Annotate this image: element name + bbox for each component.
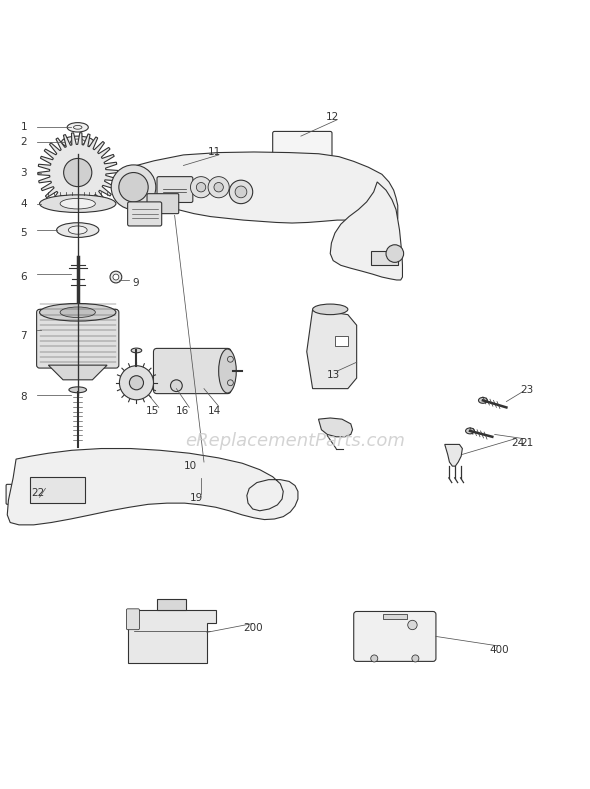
Circle shape: [214, 182, 224, 192]
Circle shape: [408, 620, 417, 630]
FancyBboxPatch shape: [6, 484, 41, 504]
Ellipse shape: [60, 307, 96, 318]
Text: 4: 4: [21, 199, 27, 208]
Circle shape: [171, 380, 182, 391]
Text: 15: 15: [146, 406, 159, 416]
Circle shape: [412, 655, 419, 662]
Text: 5: 5: [21, 228, 27, 238]
Polygon shape: [7, 448, 298, 525]
Ellipse shape: [70, 139, 85, 145]
Circle shape: [64, 159, 92, 187]
Text: 9: 9: [132, 278, 139, 288]
Text: 13: 13: [327, 370, 340, 380]
Polygon shape: [116, 152, 398, 223]
Circle shape: [191, 177, 212, 198]
Ellipse shape: [40, 195, 116, 212]
Text: 400: 400: [490, 645, 509, 655]
Ellipse shape: [466, 428, 474, 434]
Text: eReplacementParts.com: eReplacementParts.com: [185, 432, 405, 451]
Polygon shape: [330, 182, 402, 280]
Ellipse shape: [113, 274, 119, 280]
Polygon shape: [319, 418, 353, 437]
Circle shape: [371, 655, 378, 662]
Text: 22: 22: [31, 488, 44, 498]
FancyBboxPatch shape: [354, 611, 436, 661]
Text: 19: 19: [190, 493, 203, 503]
Text: 14: 14: [207, 406, 221, 416]
Ellipse shape: [68, 226, 87, 234]
Circle shape: [386, 245, 404, 263]
Bar: [30, 477, 86, 503]
Text: 11: 11: [207, 147, 221, 157]
FancyBboxPatch shape: [126, 609, 139, 630]
Polygon shape: [48, 365, 107, 380]
Ellipse shape: [313, 304, 348, 315]
FancyBboxPatch shape: [147, 193, 179, 214]
FancyBboxPatch shape: [273, 132, 332, 173]
FancyBboxPatch shape: [37, 309, 119, 368]
Circle shape: [208, 177, 230, 198]
Circle shape: [196, 182, 206, 192]
Text: 10: 10: [184, 461, 197, 471]
Bar: [157, 600, 186, 610]
Ellipse shape: [219, 349, 236, 393]
Ellipse shape: [67, 122, 88, 132]
Text: 16: 16: [176, 406, 189, 416]
Ellipse shape: [60, 198, 96, 209]
Ellipse shape: [69, 387, 87, 393]
FancyBboxPatch shape: [157, 177, 193, 203]
Circle shape: [230, 180, 253, 204]
Ellipse shape: [131, 348, 142, 353]
Text: 24: 24: [512, 438, 525, 447]
Text: 12: 12: [325, 112, 339, 122]
Bar: [371, 251, 398, 265]
Bar: [383, 615, 407, 619]
Circle shape: [129, 376, 143, 390]
Text: 3: 3: [21, 167, 27, 178]
Text: 2: 2: [21, 137, 27, 147]
Circle shape: [235, 186, 247, 198]
Circle shape: [228, 357, 233, 362]
Circle shape: [228, 380, 233, 386]
Text: 23: 23: [520, 385, 533, 394]
Text: 6: 6: [21, 272, 27, 282]
Polygon shape: [38, 133, 117, 212]
Ellipse shape: [61, 136, 94, 148]
Text: 21: 21: [520, 438, 533, 447]
FancyBboxPatch shape: [153, 349, 231, 394]
Text: 8: 8: [21, 392, 27, 402]
FancyBboxPatch shape: [127, 202, 162, 226]
Polygon shape: [127, 610, 216, 663]
Ellipse shape: [40, 304, 116, 321]
Circle shape: [111, 165, 156, 210]
Polygon shape: [445, 444, 463, 466]
Text: 7: 7: [21, 331, 27, 341]
Polygon shape: [335, 336, 348, 346]
Ellipse shape: [57, 222, 99, 237]
Text: 200: 200: [243, 623, 263, 633]
Text: 1: 1: [21, 122, 27, 133]
Ellipse shape: [119, 366, 153, 400]
Ellipse shape: [110, 271, 122, 283]
Circle shape: [119, 173, 148, 202]
Ellipse shape: [478, 398, 487, 403]
Polygon shape: [307, 309, 357, 389]
